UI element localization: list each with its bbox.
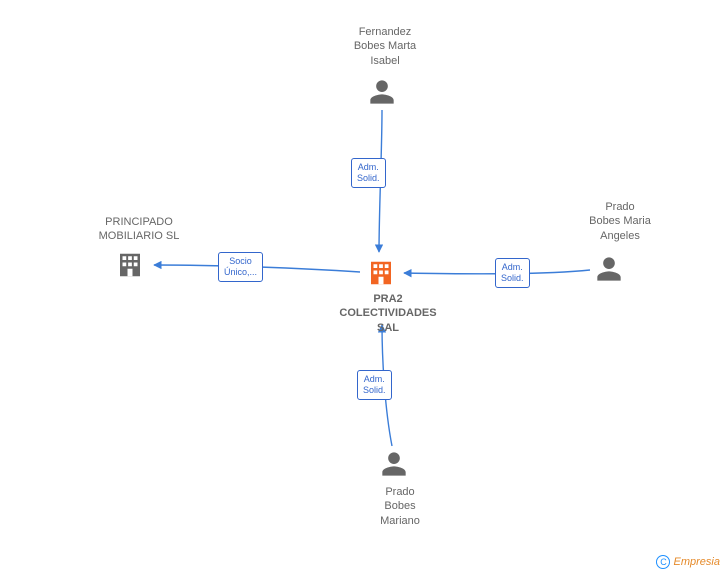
edge-label-line: Solid. [363, 385, 386, 395]
edge-label-line: Solid. [501, 273, 524, 283]
center-company-label: PRA2 COLECTIVIDADES SAL [328, 292, 448, 335]
node-label-line: Prado [385, 486, 414, 498]
edge-label-bottom: Adm. Solid. [357, 370, 392, 400]
top-person-label: Fernandez Bobes Marta Isabel [340, 25, 430, 68]
right-person-icon[interactable] [595, 255, 623, 283]
center-company-icon[interactable] [366, 258, 396, 288]
edge-label-line: Adm. [358, 162, 379, 172]
edge-label-line: Único,... [224, 267, 257, 277]
bottom-person-icon[interactable] [380, 450, 408, 478]
node-label-line: Bobes [384, 500, 415, 512]
node-label-line: COLECTIVIDADES SAL [339, 307, 436, 333]
copyright: C Empresia [656, 555, 720, 569]
node-label-line: Bobes Maria [589, 215, 651, 227]
edge-label-right: Adm. Solid. [495, 258, 530, 288]
node-label-line: PRINCIPADO [105, 216, 173, 228]
top-person-icon[interactable] [368, 78, 396, 106]
node-label-line: Isabel [370, 55, 399, 67]
edge-label-left: Socio Único,... [218, 252, 263, 282]
node-label-line: PRA2 [373, 293, 402, 305]
node-label-line: Angeles [600, 230, 640, 242]
left-company-label: PRINCIPADO MOBILIARIO SL [84, 215, 194, 244]
node-label-line: Prado [605, 201, 634, 213]
node-label-line: Bobes Marta [354, 40, 416, 52]
left-company-icon[interactable] [115, 250, 145, 280]
edge-label-top: Adm. Solid. [351, 158, 386, 188]
copyright-brand: Empresia [674, 556, 720, 568]
right-person-label: Prado Bobes Maria Angeles [575, 200, 665, 243]
edge-label-line: Adm. [502, 262, 523, 272]
node-label-line: Fernandez [359, 26, 412, 38]
node-label-line: MOBILIARIO SL [99, 230, 180, 242]
bottom-person-label: Prado Bobes Mariano [360, 485, 440, 528]
copyright-symbol: C [656, 555, 670, 569]
edge-label-line: Socio [229, 256, 252, 266]
edge-label-line: Solid. [357, 173, 380, 183]
node-label-line: Mariano [380, 515, 420, 527]
edge-label-line: Adm. [364, 374, 385, 384]
